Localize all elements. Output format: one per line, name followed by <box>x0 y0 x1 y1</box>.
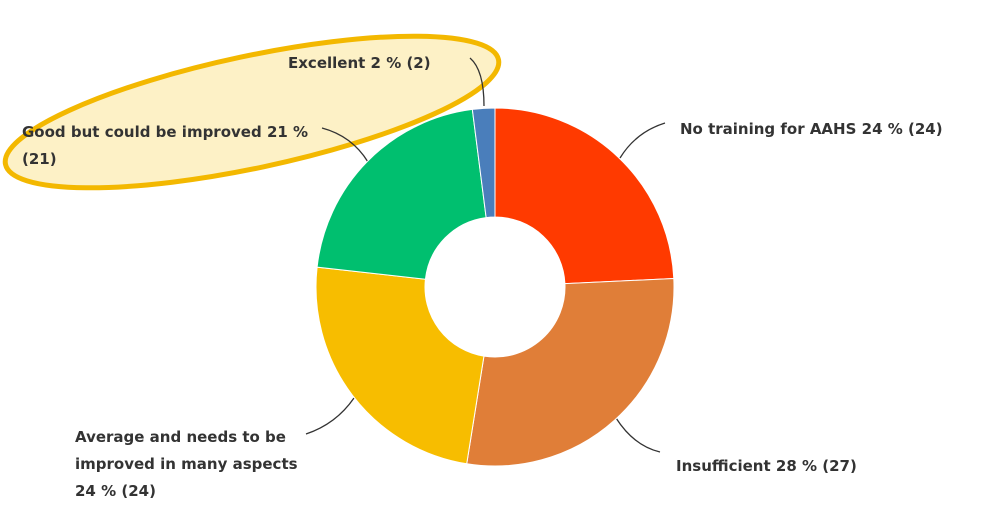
slice-label: Excellent 2 % (2) <box>288 50 488 77</box>
category-label: Good but could be improved <box>22 123 262 141</box>
slice <box>494 107 675 285</box>
slice <box>471 107 496 219</box>
leader-line <box>619 122 666 159</box>
value-label: 28 % (27) <box>775 457 857 475</box>
value-label: 2 % (2) <box>370 54 431 72</box>
slice-label: Average and needs to be improved in many… <box>75 424 300 505</box>
slices <box>315 107 675 467</box>
category-label: Average and needs to be improved in many… <box>75 428 298 473</box>
slice-label: Good but could be improved 21 % (21) <box>22 119 322 173</box>
slice <box>315 266 485 465</box>
value-label: 21 % (21) <box>22 123 309 168</box>
highlight <box>2 33 502 191</box>
value-label: 24 % (24) <box>75 482 156 500</box>
category-label: Excellent <box>288 54 366 72</box>
category-label: No training for AAHS <box>680 120 857 138</box>
leader-lines <box>305 57 666 453</box>
leader-line <box>615 417 661 453</box>
value-label: 24 % (24) <box>861 120 943 138</box>
slice <box>466 277 675 467</box>
slice <box>316 108 487 280</box>
slice-label: Insufficient 28 % (27) <box>676 453 976 480</box>
leader-line <box>469 57 485 107</box>
leader-line <box>305 397 355 435</box>
leader-line <box>321 127 369 163</box>
slice-label: No training for AAHS 24 % (24) <box>680 116 993 143</box>
category-label: Insufficient <box>676 457 771 475</box>
